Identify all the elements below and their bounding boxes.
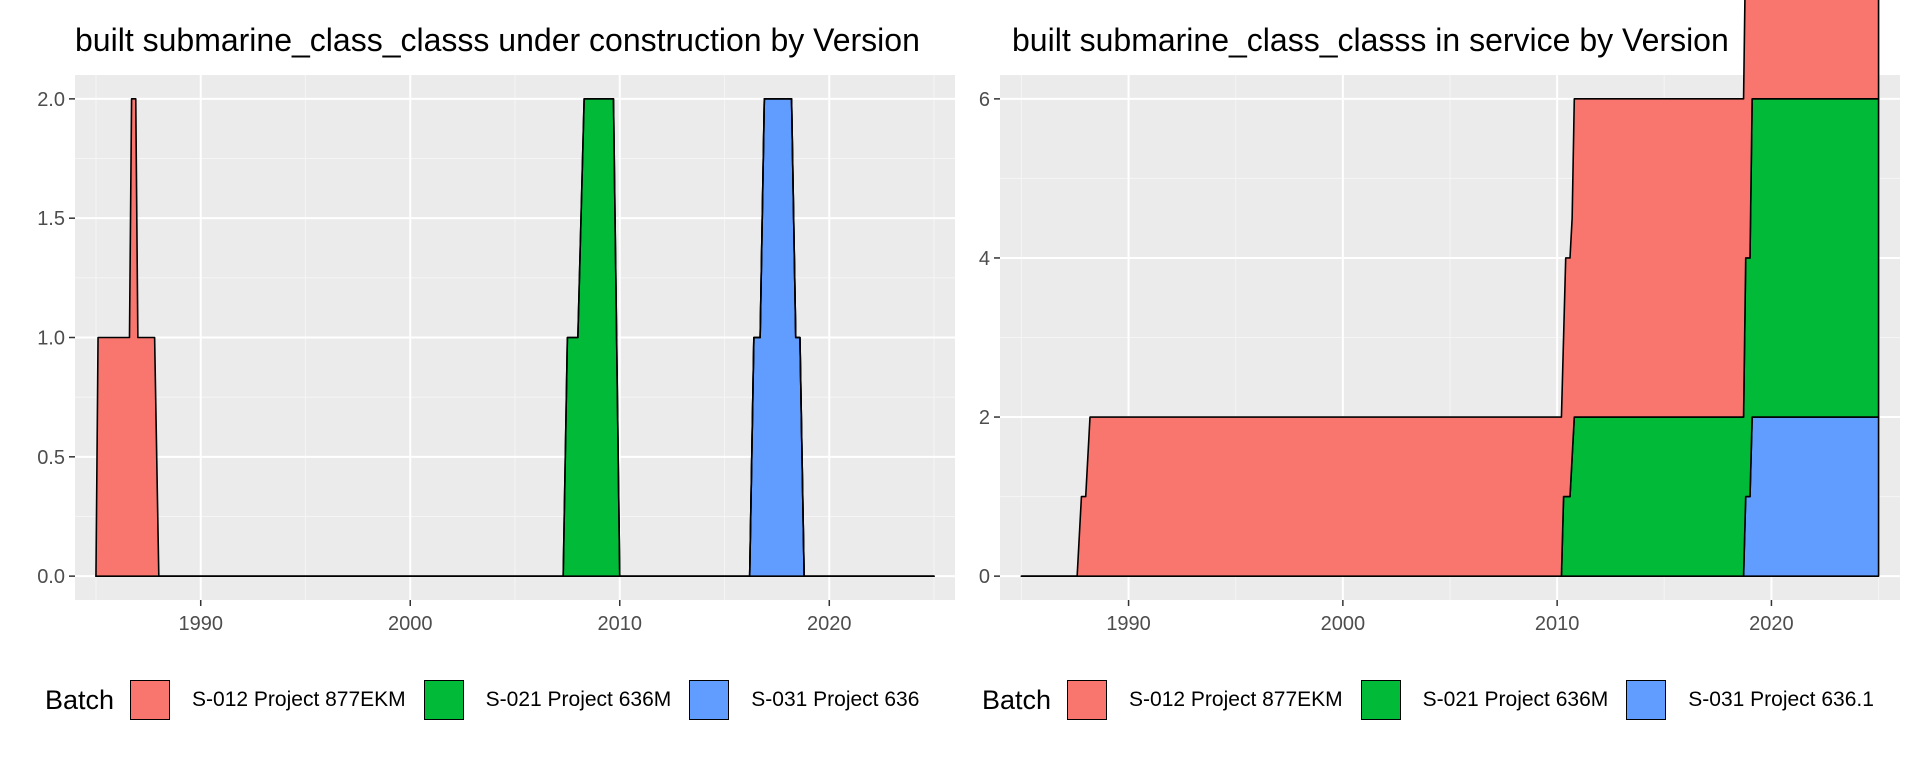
- legend-item: S-031 Project 636.1: [1626, 680, 1874, 720]
- y-tick-label: 0.5: [37, 447, 65, 469]
- legend-item: S-021 Project 636M: [1360, 680, 1609, 720]
- legend-key-swatch: [689, 680, 730, 720]
- y-tick-label: 0.0: [37, 566, 65, 588]
- legend: Batch S-012 Project 877EKM S-021 Project …: [45, 680, 937, 720]
- series-area-s-012-project-877ekm: [95, 98, 935, 577]
- legend-title: Batch: [45, 684, 115, 715]
- legend-label: S-031 Project 636: [751, 688, 920, 711]
- legend-item: S-012 Project 877EKM: [1067, 680, 1343, 720]
- series-area-s-012-project-877ekm: [1020, 0, 1880, 577]
- x-tick-label: 2000: [388, 613, 433, 635]
- y-tick-label: 4: [979, 248, 990, 270]
- legend-item: S-021 Project 636M: [423, 680, 672, 720]
- legend-label: S-021 Project 636M: [1422, 688, 1609, 711]
- legend-item: S-031 Project 636: [689, 680, 919, 720]
- y-tick-label: 1.0: [37, 328, 65, 350]
- y-tick-label: 1.5: [37, 208, 65, 230]
- y-tick-label: 2: [979, 407, 990, 429]
- legend-label: S-021 Project 636M: [485, 688, 672, 711]
- legend-key-swatch: [1360, 680, 1401, 720]
- chart-svg: 1990 2000 2010 2020 0 2 4 6: [979, 0, 1900, 635]
- y-tick-label: 0: [979, 566, 990, 588]
- legend-key-swatch: [1626, 680, 1667, 720]
- x-tick-label: 2020: [807, 613, 852, 635]
- x-tick-label: 2010: [1535, 613, 1580, 635]
- y-tick-label: 2.0: [37, 89, 65, 111]
- legend-item: S-012 Project 877EKM: [130, 680, 406, 720]
- legend-key-swatch: [423, 680, 464, 720]
- legend-key-swatch: [130, 680, 171, 720]
- chart-title: built submarine_class_classs under const…: [75, 22, 920, 58]
- x-tick-label: 1990: [1106, 613, 1151, 635]
- legend-label: S-012 Project 877EKM: [192, 688, 406, 711]
- legend-label: S-012 Project 877EKM: [1129, 688, 1343, 711]
- chart-svg: 1990 2000 2010 2020 0.0 0.5 1.0 1.5 2.0: [37, 75, 955, 635]
- x-tick-label: 1990: [178, 613, 223, 635]
- y-tick-label: 6: [979, 89, 990, 111]
- x-tick-label: 2020: [1749, 613, 1794, 635]
- chart-panel-under-construction: built submarine_class_classs under const…: [37, 22, 955, 720]
- x-tick-label: 2000: [1321, 613, 1366, 635]
- legend-title: Batch: [982, 684, 1052, 715]
- legend: Batch S-012 Project 877EKM S-021 Project …: [982, 680, 1892, 720]
- chart-panel-in-service: built submarine_class_classs in service …: [975, 0, 1920, 768]
- chart-title: built submarine_class_classs in service …: [1012, 22, 1729, 58]
- legend-label: S-031 Project 636.1: [1688, 688, 1874, 711]
- x-tick-label: 2010: [598, 613, 643, 635]
- legend-key-swatch: [1067, 680, 1108, 720]
